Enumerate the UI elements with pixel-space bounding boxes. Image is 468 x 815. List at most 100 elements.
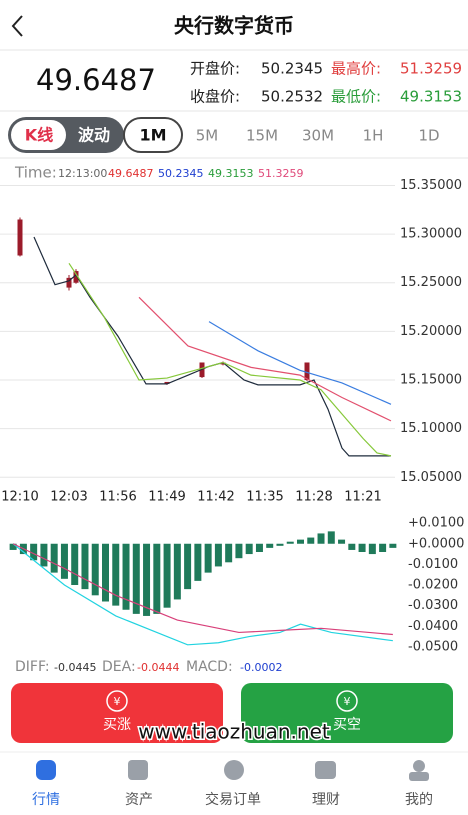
macd-bar bbox=[112, 543, 120, 606]
time-label: Time: bbox=[14, 164, 57, 182]
mode-selected bbox=[11, 120, 66, 150]
y-tick-label: 15.20000 bbox=[400, 324, 462, 339]
macd-bar bbox=[266, 543, 274, 548]
macd-bar bbox=[173, 543, 181, 600]
indicator-label: DEA: bbox=[102, 659, 136, 675]
macd-bar bbox=[255, 543, 263, 552]
y-tick-label: -0.0100 bbox=[408, 557, 458, 572]
candle-body bbox=[304, 362, 310, 380]
macd-bar bbox=[30, 543, 38, 561]
time-value: 12:13:00 bbox=[58, 167, 107, 180]
yen-icon bbox=[106, 690, 128, 712]
info-value: 50.2345 bbox=[158, 167, 204, 180]
candle-body bbox=[220, 362, 226, 365]
mode-tab[interactable]: 波动 bbox=[78, 126, 110, 145]
button-label: 买涨 bbox=[103, 717, 131, 733]
macd-bar bbox=[327, 531, 335, 544]
macd-bar bbox=[389, 543, 397, 548]
yen-symbol: ¥ bbox=[344, 695, 351, 708]
nav-item[interactable]: 资产 bbox=[125, 792, 153, 808]
candle-body bbox=[17, 219, 23, 256]
indicator-label: DIFF: bbox=[15, 659, 50, 675]
low-value: 49.3153 bbox=[400, 88, 462, 106]
y-tick-label: +0.0000 bbox=[408, 536, 464, 551]
y-tick-label: -0.0400 bbox=[408, 619, 458, 634]
x-tick-label: 12:03 bbox=[50, 490, 87, 505]
y-tick-label: -0.0300 bbox=[408, 598, 458, 613]
x-tick-label: 11:21 bbox=[344, 490, 381, 505]
nav-icon bbox=[409, 772, 429, 781]
nav-item[interactable]: 交易订单 bbox=[205, 791, 261, 808]
x-tick-label: 11:35 bbox=[246, 490, 283, 505]
period-tab[interactable]: 1H bbox=[363, 127, 384, 145]
indicator-line bbox=[208, 321, 392, 405]
indicator-value: -0.0445 bbox=[54, 661, 96, 674]
high-label: 最高价: bbox=[331, 60, 381, 78]
high-value: 51.3259 bbox=[400, 60, 462, 78]
period-tab[interactable]: 1D bbox=[418, 127, 439, 145]
nav-icon bbox=[413, 760, 425, 772]
macd-bar bbox=[91, 543, 99, 596]
buy-down-button[interactable] bbox=[241, 683, 453, 743]
macd-bar bbox=[286, 541, 294, 544]
nav-item[interactable]: 我的 bbox=[405, 792, 433, 808]
page-title: 央行数字货币 bbox=[174, 14, 294, 38]
open-value: 50.2345 bbox=[261, 60, 323, 78]
x-tick-label: 11:42 bbox=[197, 490, 234, 505]
x-tick-label: 11:56 bbox=[99, 490, 136, 505]
macd-bar bbox=[225, 543, 233, 563]
macd-bar bbox=[40, 543, 48, 567]
x-tick-label: 11:49 bbox=[148, 490, 185, 505]
macd-bar bbox=[379, 543, 387, 552]
macd-bar bbox=[163, 543, 171, 608]
macd-bar bbox=[60, 543, 68, 579]
y-tick-label: 15.10000 bbox=[400, 421, 462, 436]
y-tick-label: 15.05000 bbox=[400, 470, 462, 485]
nav-icon bbox=[128, 760, 148, 780]
nav-item[interactable]: 理财 bbox=[312, 792, 340, 808]
indicator-label: MACD: bbox=[186, 659, 233, 675]
y-tick-label: +0.0100 bbox=[408, 516, 464, 531]
macd-bar bbox=[348, 543, 356, 550]
watermark: www.tiaozhuan.net bbox=[138, 720, 330, 744]
mode-tab[interactable]: K线 bbox=[25, 126, 53, 145]
macd-bar bbox=[194, 543, 202, 581]
y-tick-label: -0.0200 bbox=[408, 578, 458, 593]
close-value: 50.2532 bbox=[261, 88, 323, 106]
macd-bar bbox=[71, 543, 79, 585]
candle-body bbox=[66, 277, 72, 288]
macd-bar bbox=[245, 543, 253, 555]
x-tick-label: 11:28 bbox=[295, 490, 332, 505]
back-button[interactable] bbox=[11, 15, 23, 37]
macd-bar bbox=[276, 543, 284, 546]
macd-bar bbox=[132, 543, 140, 614]
nav-icon bbox=[315, 761, 336, 779]
buy-up-button[interactable] bbox=[11, 683, 223, 743]
info-value: 51.3259 bbox=[258, 167, 304, 180]
info-value: 49.3153 bbox=[208, 167, 254, 180]
yen-symbol: ¥ bbox=[114, 695, 121, 708]
candle-body bbox=[164, 381, 170, 384]
period-tab[interactable]: 15M bbox=[246, 127, 278, 145]
nav-item[interactable]: 行情 bbox=[32, 792, 60, 808]
current-price: 49.6487 bbox=[36, 63, 156, 97]
indicator-line bbox=[12, 543, 393, 636]
macd-bar bbox=[143, 543, 151, 616]
period-selected bbox=[123, 117, 183, 153]
indicator-value: -0.0444 bbox=[137, 661, 179, 674]
period-tab[interactable]: 1M bbox=[139, 126, 166, 145]
close-label: 收盘价: bbox=[190, 88, 240, 106]
macd-bar bbox=[307, 537, 315, 544]
macd-bar bbox=[214, 543, 222, 567]
y-tick-label: 15.35000 bbox=[400, 178, 462, 193]
candle-body bbox=[73, 271, 79, 283]
nav-icon bbox=[224, 760, 244, 780]
macd-bar bbox=[81, 543, 89, 590]
macd-bar bbox=[297, 539, 304, 544]
macd-bar bbox=[50, 543, 58, 573]
period-tab[interactable]: 5M bbox=[196, 127, 219, 145]
low-label: 最低价: bbox=[331, 88, 381, 106]
period-tab[interactable]: 30M bbox=[302, 127, 334, 145]
y-tick-label: 15.15000 bbox=[400, 373, 462, 388]
